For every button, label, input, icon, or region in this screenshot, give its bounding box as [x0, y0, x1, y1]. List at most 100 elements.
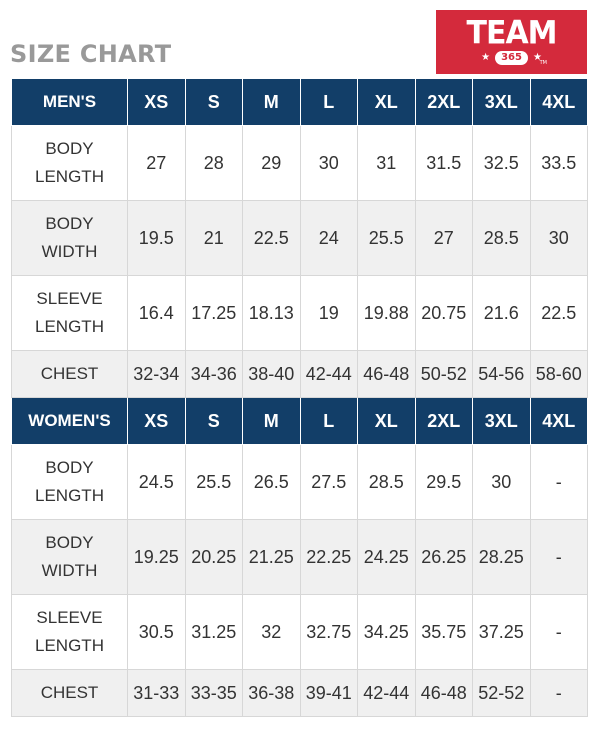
row-label: CHEST — [11, 350, 128, 398]
measurement-cell: 34-36 — [184, 350, 243, 398]
star-icon: ★ — [481, 52, 491, 63]
size-header-m: M — [242, 397, 301, 445]
measurement-cell: 39-41 — [299, 669, 358, 717]
size-header-s: S — [184, 397, 243, 445]
logo-word: TEAM — [466, 14, 557, 53]
women-section-header: WOMEN'S — [11, 397, 128, 445]
row-label: CHEST — [11, 669, 128, 717]
measurement-cell: 50-52 — [414, 350, 473, 398]
measurement-cell: 58-60 — [529, 350, 588, 398]
row-label: BODY LENGTH — [11, 125, 128, 201]
measurement-cell: 30 — [299, 125, 358, 201]
measurement-cell: 32.75 — [299, 594, 358, 670]
team365-logo: TEAM ★ 365 ★ TM — [436, 10, 587, 74]
row-label-line: LENGTH — [35, 167, 104, 186]
measurement-cell: 20.75 — [414, 275, 473, 351]
men-section-header: MEN'S — [11, 78, 128, 126]
measurement-cell: 30 — [472, 444, 531, 520]
measurement-cell: 17.25 — [184, 275, 243, 351]
measurement-cell: 46-48 — [414, 669, 473, 717]
measurement-cell: - — [529, 594, 588, 670]
measurement-cell: 20.25 — [184, 519, 243, 595]
size-chart-table: MEN'S XS S M L XL 2XL 3XL 4XL BODY LENGTH 27 28 29 30 3… — [11, 78, 588, 717]
measurement-cell: 22.25 — [299, 519, 358, 595]
page-title: SIZE CHART — [10, 40, 172, 68]
measurement-cell: 42-44 — [299, 350, 358, 398]
measurement-cell: 31 — [357, 125, 416, 201]
measurement-cell: 21 — [184, 200, 243, 276]
measurement-cell: 32 — [242, 594, 301, 670]
measurement-cell: 27 — [127, 125, 186, 201]
row-label-line: BODY — [45, 533, 94, 552]
row-label-line: SLEEVE — [36, 289, 103, 308]
measurement-cell: 33.5 — [529, 125, 588, 201]
size-chart-body: MEN'S XS S M L XL 2XL 3XL 4XL BODY LENGTH 27 28 29 30 3… — [11, 78, 588, 717]
row-label-line: WIDTH — [41, 561, 98, 580]
measurement-cell: 25.5 — [184, 444, 243, 520]
trademark-mark: TM — [539, 60, 547, 66]
size-header-xs: XS — [127, 78, 186, 126]
row-label: SLEEVE LENGTH — [11, 594, 128, 670]
measurement-cell: 29.5 — [414, 444, 473, 520]
size-header-xs: XS — [127, 397, 186, 445]
measurement-cell: 36-38 — [242, 669, 301, 717]
measurement-cell: 22.5 — [242, 200, 301, 276]
row-label: BODY LENGTH — [11, 444, 128, 520]
measurement-cell: - — [529, 519, 588, 595]
measurement-cell: 31-33 — [127, 669, 186, 717]
size-header-xl: XL — [357, 78, 416, 126]
size-header-4xl: 4XL — [529, 397, 588, 445]
size-header-l: L — [299, 397, 358, 445]
table-row: BODY LENGTH 24.5 25.5 26.5 27.5 28.5 29.5 30- — [11, 444, 588, 520]
women-header-row: WOMEN'S XS S M L XL 2XL 3XL 4XL — [11, 397, 588, 445]
row-label-line: BODY — [45, 139, 94, 158]
measurement-cell: 19 — [299, 275, 358, 351]
measurement-cell: 27.5 — [299, 444, 358, 520]
measurement-cell: 25.5 — [357, 200, 416, 276]
logo-bottom: ★ 365 ★ — [481, 51, 542, 65]
table-row: BODY LENGTH 27 28 29 30 31 31.5 32.5 33.5 — [11, 125, 588, 201]
measurement-cell: 28.25 — [472, 519, 531, 595]
measurement-cell: 19.88 — [357, 275, 416, 351]
measurement-cell: 21.6 — [472, 275, 531, 351]
measurement-cell: 28.5 — [357, 444, 416, 520]
measurement-cell: 24.5 — [127, 444, 186, 520]
row-label-line: LENGTH — [35, 486, 104, 505]
measurement-cell: 37.25 — [472, 594, 531, 670]
measurement-cell: 54-56 — [472, 350, 531, 398]
table-row: BODY WIDTH 19.25 20.25 21.25 22.25 24.25 26.25 2… — [11, 519, 588, 595]
measurement-cell: 28 — [184, 125, 243, 201]
measurement-cell: 22.5 — [529, 275, 588, 351]
measurement-cell: 26.5 — [242, 444, 301, 520]
row-label-line: LENGTH — [35, 317, 104, 336]
table-row: CHEST 31-33 33-35 36-38 39-41 42-44 46-48 52-52… — [11, 669, 588, 717]
row-label-line: LENGTH — [35, 636, 104, 655]
size-header-s: S — [184, 78, 243, 126]
row-label-line: BODY — [45, 214, 94, 233]
measurement-cell: 29 — [242, 125, 301, 201]
size-header-xl: XL — [357, 397, 416, 445]
measurement-cell: 42-44 — [357, 669, 416, 717]
size-header-3xl: 3XL — [472, 397, 531, 445]
logo-number-badge: 365 — [495, 51, 528, 65]
measurement-cell: 19.25 — [127, 519, 186, 595]
table-row: SLEEVE LENGTH 30.5 31.25 32 32.75 34.25 35.75 37… — [11, 594, 588, 670]
measurement-cell: 27 — [414, 200, 473, 276]
measurement-cell: 30.5 — [127, 594, 186, 670]
measurement-cell: 18.13 — [242, 275, 301, 351]
measurement-cell: 31.5 — [414, 125, 473, 201]
measurement-cell: - — [529, 669, 588, 717]
size-header-3xl: 3XL — [472, 78, 531, 126]
measurement-cell: 24.25 — [357, 519, 416, 595]
row-label-line: WIDTH — [41, 242, 98, 261]
men-header-row: MEN'S XS S M L XL 2XL 3XL 4XL — [11, 78, 588, 126]
measurement-cell: 32.5 — [472, 125, 531, 201]
row-label: BODY WIDTH — [11, 200, 128, 276]
measurement-cell: 24 — [299, 200, 358, 276]
size-header-m: M — [242, 78, 301, 126]
size-header-4xl: 4XL — [529, 78, 588, 126]
measurement-cell: 38-40 — [242, 350, 301, 398]
measurement-cell: 31.25 — [184, 594, 243, 670]
measurement-cell: 33-35 — [184, 669, 243, 717]
table-row: SLEEVE LENGTH 16.4 17.25 18.13 19 19.88 20.75 21… — [11, 275, 588, 351]
